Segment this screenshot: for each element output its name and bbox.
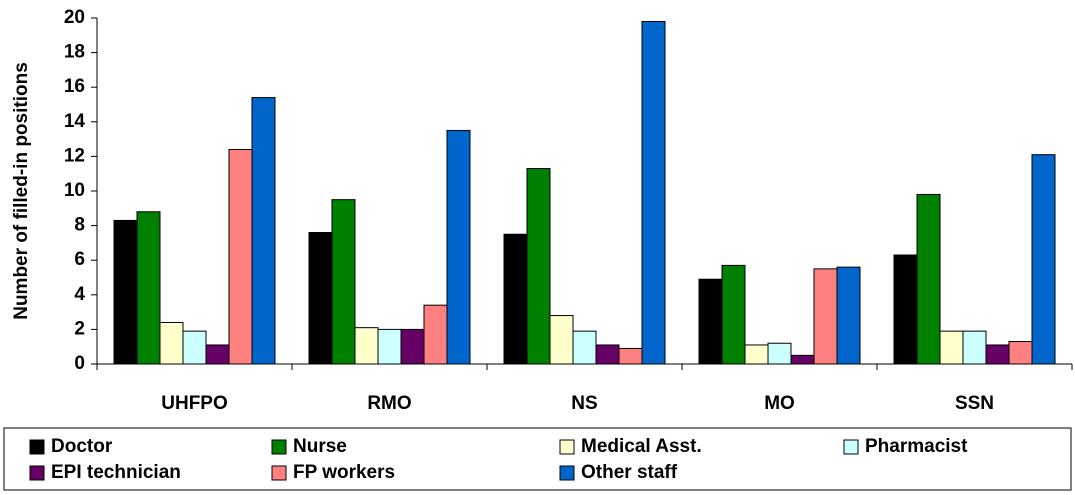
legend-label: Medical Asst. (581, 436, 702, 457)
bar (549, 315, 574, 365)
legend-label: FP workers (293, 462, 395, 483)
bar (159, 321, 184, 365)
bar (790, 354, 815, 365)
y-tick-label: 8 (74, 215, 85, 236)
y-tick-label: 2 (74, 318, 85, 339)
bar (1031, 154, 1056, 365)
bar (331, 199, 356, 365)
legend-swatch (843, 439, 859, 455)
bar (618, 347, 643, 365)
y-tick-label: 6 (74, 249, 85, 270)
legend-swatch (559, 439, 575, 455)
bar (400, 328, 425, 365)
x-tick-label: MO (764, 393, 795, 414)
bar (595, 344, 620, 365)
x-tick-label: RMO (367, 393, 411, 414)
legend-label: Pharmacist (865, 436, 968, 457)
bar (308, 232, 333, 365)
legend-label: Other staff (581, 462, 678, 483)
legend-swatch (29, 465, 45, 481)
x-tick-label: UHFPO (161, 393, 228, 414)
y-tick-label: 16 (64, 76, 85, 97)
bar (503, 233, 528, 365)
bar (641, 20, 666, 365)
bar (228, 148, 253, 365)
bar (113, 219, 138, 365)
bar (836, 266, 861, 365)
legend-box (3, 427, 1072, 491)
bar (354, 327, 379, 365)
legend-label: EPI technician (51, 462, 181, 483)
legend-swatch (559, 465, 575, 481)
y-tick-label: 0 (74, 353, 85, 374)
y-tick-label: 18 (64, 42, 85, 63)
bar (251, 97, 276, 365)
bar (916, 193, 941, 365)
y-tick-label: 14 (64, 111, 86, 132)
bar (182, 330, 207, 365)
bar (985, 344, 1010, 365)
bar (893, 254, 918, 365)
y-axis-label: Number of filled-in positions (11, 62, 32, 320)
bar (939, 330, 964, 365)
bar (813, 268, 838, 365)
y-tick-label: 10 (64, 180, 85, 201)
legend-swatch (29, 439, 45, 455)
bar (205, 344, 230, 365)
x-tick-label: NS (571, 393, 597, 414)
bar (136, 211, 161, 365)
bar (698, 278, 723, 365)
bar (721, 264, 746, 365)
bar (377, 328, 402, 365)
legend-swatch (271, 465, 287, 481)
y-tick-label: 4 (74, 284, 85, 305)
bar (572, 330, 597, 365)
bar (423, 304, 448, 365)
legend-swatch (271, 439, 287, 455)
legend-label: Doctor (51, 436, 113, 457)
y-tick-label: 12 (64, 145, 85, 166)
bar (744, 344, 769, 365)
bar (767, 342, 792, 365)
bar (962, 330, 987, 365)
bar (526, 168, 551, 365)
bar (1008, 341, 1033, 365)
legend-label: Nurse (293, 436, 347, 457)
x-tick-label: SSN (955, 393, 994, 414)
bar (446, 129, 471, 365)
y-tick-label: 20 (64, 7, 85, 28)
